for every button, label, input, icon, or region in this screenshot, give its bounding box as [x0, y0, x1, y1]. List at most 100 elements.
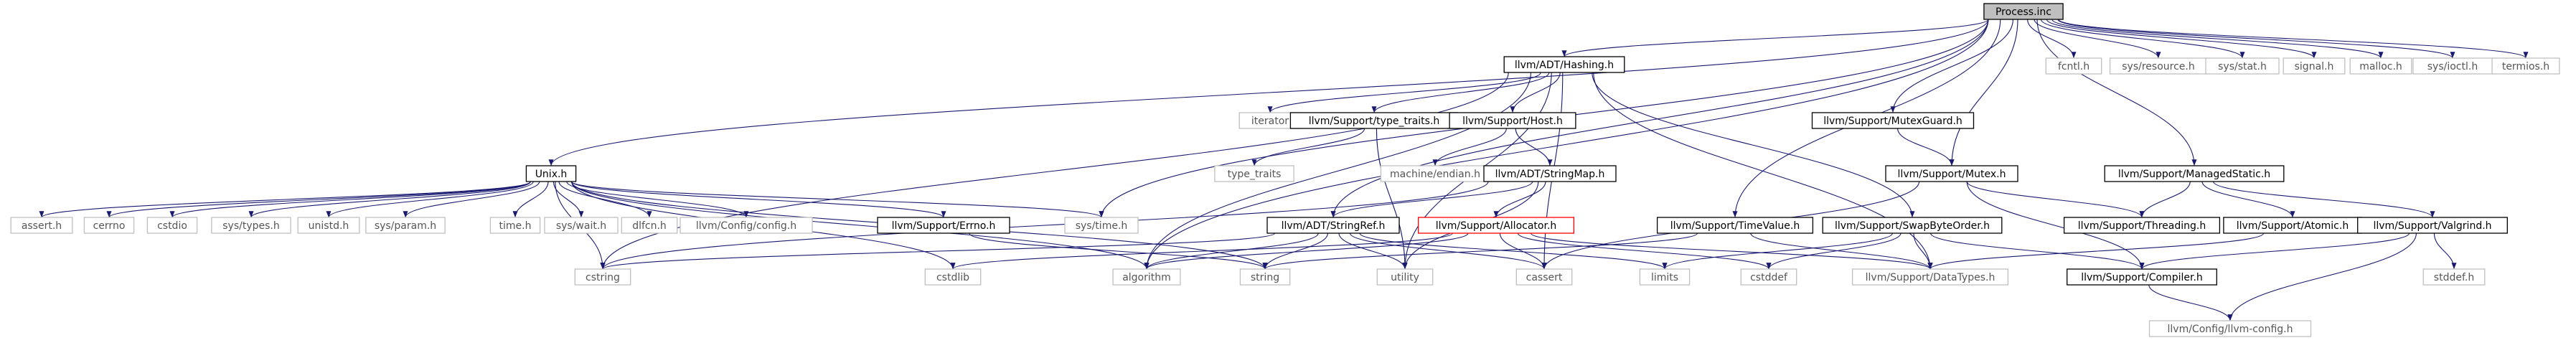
edge-mutex-to-compiler [1966, 181, 2145, 270]
edge-stringmap-to-cstring [600, 181, 1489, 270]
edge-allocator-to-algorithm [1144, 232, 1469, 270]
node-box [2349, 57, 2412, 75]
node-label: cassert [1526, 272, 1563, 283]
node-box [2283, 57, 2346, 75]
node-box [574, 268, 631, 286]
node-label: llvm/Support/Atomic.h [2237, 220, 2349, 232]
node-box [146, 217, 198, 234]
node-label: llvm/Support/ManagedStatic.h [2118, 169, 2270, 180]
node-sysstat: sys/stat.h [2205, 57, 2280, 75]
node-label: llvm/Support/Allocator.h [1436, 220, 1557, 232]
node-box [1417, 217, 1575, 234]
node-stringref: llvm/ADT/StringRef.h [1266, 217, 1400, 234]
edge-timevalue-to-string [1262, 232, 1698, 270]
edge-stringmap-to-allocator [1493, 181, 1546, 218]
node-cstddef: cstddef [1740, 268, 1797, 286]
node-managedstatic: llvm/Support/ManagedStatic.h [2104, 165, 2285, 182]
nodes-layer: Process.inc Unix.h llvm/ADT/Hashing.h sys/t… [10, 3, 2560, 337]
node-configh: llvm/Config/config.h [680, 217, 813, 234]
node-label: assert.h [22, 220, 62, 232]
node-sysioctl: sys/ioctl.h [2412, 57, 2493, 75]
node-label: llvm/ADT/StringRef.h [1282, 220, 1386, 232]
node-label: algorithm [1122, 272, 1171, 283]
node-llvmconfig: llvm/Config/llvm-config.h [2148, 320, 2312, 337]
node-signal: signal.h [2283, 57, 2346, 75]
node-box [1740, 268, 1797, 286]
node-datatypes: llvm/Support/DataTypes.h [1851, 268, 2009, 286]
edge-process-to-unix [548, 19, 1989, 166]
node-box [83, 217, 135, 234]
node-box [489, 217, 541, 234]
node-label: cstdio [157, 220, 187, 232]
node-label: llvm/Config/llvm-config.h [2168, 324, 2293, 335]
edge-swapbyteorder-to-compiler [1930, 232, 2145, 270]
node-typetraits: type_traits [1214, 165, 1294, 182]
node-box [2205, 57, 2280, 75]
edge-unix-to-cstdio [169, 181, 531, 218]
edge-valgrind-to-compiler [2139, 232, 2410, 270]
node-dlfcn: dlfcn.h [621, 217, 678, 234]
edge-valgrind-to-stddef [2433, 232, 2457, 270]
node-sysparam: sys/param.h [365, 217, 446, 234]
node-mutexguard: llvm/Support/MutexGuard.h [1811, 112, 1975, 129]
node-box [211, 217, 291, 234]
node-sysresource: sys/resource.h [2109, 57, 2208, 75]
node-label: llvm/Support/SwapByteOrder.h [1835, 220, 1990, 232]
edge-hashing-to-algorithm [1144, 72, 1531, 270]
node-label: llvm/Support/MutexGuard.h [1823, 116, 1962, 127]
node-box [2063, 217, 2221, 234]
edge-mutex-to-threading [1966, 181, 2145, 218]
edge-allocator-to-cstddef [1517, 232, 1772, 270]
node-label: llvm/ADT/Hashing.h [1515, 60, 1614, 71]
node-malloc: malloc.h [2349, 57, 2412, 75]
node-label: llvm/Support/Host.h [1462, 116, 1563, 127]
edge-stringref-to-algorithm [1144, 232, 1319, 270]
node-label: sys/resource.h [2122, 61, 2194, 72]
node-box [1214, 165, 1294, 182]
node-label: utility [1391, 272, 1419, 283]
node-label: llvm/Config/config.h [696, 220, 796, 232]
edge-process-to-mutexguard [1890, 19, 2013, 113]
edge-compiler-to-llvmconfig [2148, 284, 2233, 321]
node-limits: limits [1639, 268, 1691, 286]
node-cerrno: cerrno [83, 217, 135, 234]
node-box [1811, 112, 1975, 129]
node-fcntl: fcntl.h [2045, 57, 2102, 75]
node-unix: Unix.h [525, 165, 577, 182]
node-label: sys/ioctl.h [2427, 61, 2478, 72]
node-valgrind: llvm/Support/Valgrind.h [2357, 217, 2508, 234]
node-threading: llvm/Support/Threading.h [2063, 217, 2221, 234]
node-label: llvm/Support/Errno.h [892, 220, 996, 232]
node-termios: termios.h [2491, 57, 2560, 75]
node-algorithm: algorithm [1112, 268, 1181, 286]
node-box [1376, 268, 1434, 286]
edge-timevalue-to-datatypes [1750, 232, 1933, 270]
node-box [1656, 217, 1814, 234]
edge-managedstatic-to-atomic [2201, 181, 2295, 218]
node-label: type_traits [1228, 169, 1282, 180]
edge-unix-to-timeh [512, 181, 549, 218]
node-box [2357, 217, 2508, 234]
node-errno: llvm/Support/Errno.h [877, 217, 1010, 234]
edge-hashing-to-datatypes [1593, 72, 1933, 270]
node-label: Unix.h [535, 169, 568, 180]
node-host: llvm/Support/Host.h [1449, 112, 1576, 129]
edges-layer [39, 19, 2529, 321]
node-label: sys/wait.h [556, 220, 606, 232]
edge-unix-to-sysparam [403, 181, 540, 218]
edge-process-to-mutex [1949, 19, 2018, 166]
node-box [297, 217, 360, 234]
node-label: sys/types.h [222, 220, 279, 232]
node-systime: sys/time.h [1064, 217, 1139, 234]
edge-managedstatic-to-valgrind [2213, 181, 2435, 218]
node-label: Process.inc [1996, 6, 2051, 18]
node-label: llvm/ADT/StringMap.h [1495, 169, 1605, 180]
edge-stringref-to-limits [1359, 232, 1668, 270]
edge-process-to-algorithm [1144, 19, 1989, 270]
node-asserth: assert.h [10, 217, 73, 234]
edge-unix-to-errno [571, 181, 946, 218]
edge-stringmap-to-stringref [1330, 181, 1533, 218]
edge-process-to-hashing [1561, 19, 1989, 57]
node-compiler: llvm/Support/Compiler.h [2067, 268, 2217, 286]
node-label: cstddef [1750, 272, 1788, 283]
